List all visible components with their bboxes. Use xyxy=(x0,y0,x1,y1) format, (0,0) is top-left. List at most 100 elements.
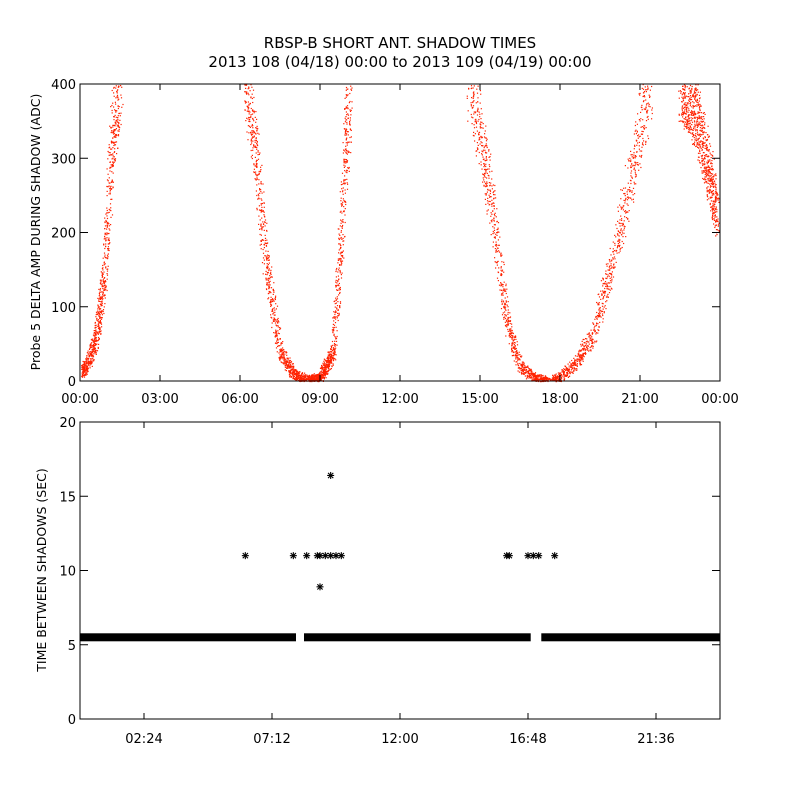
top-data-point xyxy=(715,190,717,192)
top-data-point xyxy=(647,87,649,89)
top-data-point xyxy=(634,130,636,132)
top-data-point xyxy=(111,181,113,183)
top-data-point xyxy=(591,342,593,344)
top-data-point xyxy=(709,168,711,170)
top-data-point xyxy=(274,311,276,313)
top-data-point xyxy=(253,163,255,165)
top-data-point xyxy=(594,325,596,327)
top-data-point xyxy=(691,106,693,108)
top-data-point xyxy=(86,361,88,363)
top-data-point xyxy=(99,327,101,329)
top-data-point xyxy=(275,320,277,322)
top-data-point xyxy=(562,370,564,373)
top-data-point xyxy=(498,284,501,286)
top-data-point xyxy=(102,288,104,290)
top-data-point xyxy=(579,355,582,357)
top-data-point xyxy=(333,349,335,351)
top-data-point xyxy=(642,142,644,144)
top-data-point xyxy=(345,148,347,150)
top-data-point xyxy=(500,267,502,269)
top-data-point xyxy=(633,183,636,185)
top-data-point xyxy=(696,122,698,124)
top-data-point xyxy=(84,361,86,363)
top-data-point xyxy=(310,377,312,379)
top-data-point xyxy=(617,206,619,208)
top-data-point xyxy=(263,244,266,246)
top-data-point xyxy=(698,94,701,96)
top-data-point xyxy=(290,361,293,363)
top-data-point xyxy=(118,122,120,124)
top-data-point xyxy=(269,278,271,280)
top-data-point xyxy=(695,94,697,96)
top-data-point xyxy=(613,264,615,266)
top-data-point xyxy=(580,343,582,345)
top-data-point xyxy=(343,240,345,242)
top-data-point xyxy=(629,179,632,181)
top-data-point xyxy=(335,340,338,342)
top-data-point xyxy=(256,129,258,131)
top-data-point xyxy=(687,116,689,118)
top-data-point xyxy=(694,105,697,107)
top-data-point xyxy=(108,239,110,241)
top-data-point xyxy=(557,377,559,379)
top-data-point xyxy=(296,376,298,378)
top-data-point xyxy=(582,360,584,362)
top-data-point xyxy=(505,300,507,302)
top-data-point xyxy=(283,363,285,365)
top-data-point xyxy=(702,159,705,161)
top-data-point xyxy=(105,267,107,269)
top-data-point xyxy=(715,187,717,189)
top-data-point xyxy=(88,355,91,357)
top-data-point xyxy=(101,273,103,275)
top-data-point xyxy=(344,121,346,123)
top-data-point xyxy=(524,375,526,377)
top-data-point xyxy=(696,93,698,95)
top-data-point xyxy=(333,357,335,360)
top-data-point xyxy=(715,186,717,188)
top-data-point xyxy=(519,354,521,356)
top-data-point xyxy=(338,249,340,251)
top-data-point xyxy=(316,377,318,380)
top-data-point xyxy=(324,363,326,365)
top-data-point xyxy=(710,210,712,212)
top-data-point xyxy=(708,155,710,157)
top-data-point xyxy=(98,313,100,315)
top-data-point xyxy=(251,134,253,136)
top-data-point xyxy=(539,375,541,377)
top-data-point xyxy=(607,296,609,298)
top-data-point xyxy=(488,194,490,196)
top-data-point xyxy=(498,231,500,233)
top-data-point xyxy=(716,194,718,196)
top-data-point xyxy=(683,128,685,130)
top-data-point xyxy=(601,305,604,307)
top-data-point xyxy=(247,88,249,90)
top-data-point xyxy=(472,96,474,98)
top-data-point xyxy=(581,357,583,359)
top-data-point xyxy=(696,126,698,128)
top-data-point xyxy=(120,94,122,96)
top-data-point xyxy=(339,287,341,289)
top-data-point xyxy=(504,324,507,327)
top-data-point xyxy=(296,378,298,380)
top-data-point xyxy=(97,308,99,310)
top-data-point xyxy=(113,129,115,131)
top-data-point xyxy=(641,146,643,148)
top-data-point xyxy=(497,228,499,230)
top-data-point xyxy=(597,323,599,325)
top-data-point xyxy=(247,101,249,103)
top-data-point xyxy=(256,148,258,150)
top-data-point xyxy=(116,125,118,127)
top-data-point xyxy=(338,289,340,291)
top-data-point xyxy=(260,248,262,250)
top-data-point xyxy=(266,222,268,224)
top-data-point xyxy=(582,354,584,356)
top-data-point xyxy=(701,172,703,174)
top-data-point xyxy=(96,313,98,315)
top-data-point xyxy=(701,143,703,146)
top-data-point xyxy=(253,145,255,147)
top-data-point xyxy=(509,322,511,325)
top-data-point xyxy=(87,358,90,360)
top-data-point xyxy=(104,237,106,239)
top-data-point xyxy=(712,213,714,215)
top-data-point xyxy=(609,289,611,291)
